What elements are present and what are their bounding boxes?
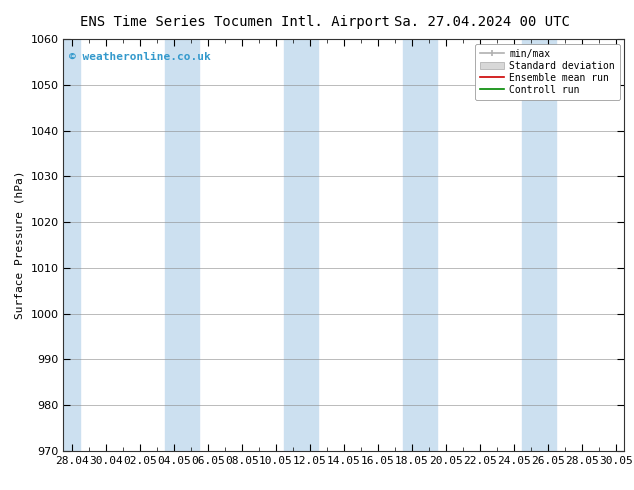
Bar bbox=[285, 39, 318, 451]
Bar bbox=[403, 39, 437, 451]
Text: © weatheronline.co.uk: © weatheronline.co.uk bbox=[69, 51, 210, 62]
Text: ENS Time Series Tocumen Intl. Airport: ENS Time Series Tocumen Intl. Airport bbox=[80, 15, 389, 29]
Bar bbox=[522, 39, 557, 451]
Bar bbox=[63, 39, 81, 451]
Text: Sa. 27.04.2024 00 UTC: Sa. 27.04.2024 00 UTC bbox=[394, 15, 570, 29]
Y-axis label: Surface Pressure (hPa): Surface Pressure (hPa) bbox=[15, 171, 25, 319]
Legend: min/max, Standard deviation, Ensemble mean run, Controll run: min/max, Standard deviation, Ensemble me… bbox=[475, 44, 619, 99]
Bar bbox=[165, 39, 200, 451]
